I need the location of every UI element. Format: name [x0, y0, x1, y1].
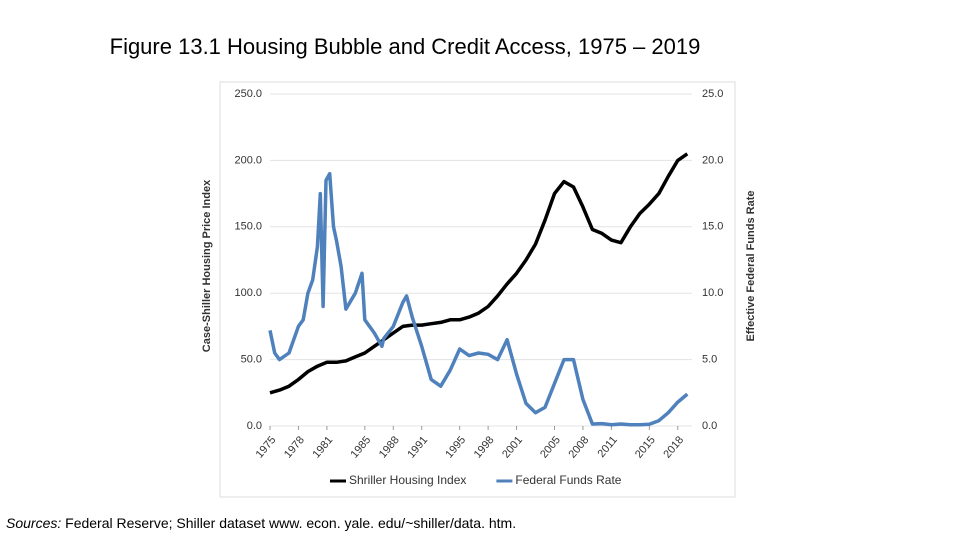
y2-tick-label: 5.0: [702, 354, 717, 366]
y2-tick-label: 25.0: [702, 88, 723, 100]
source-text: Federal Reserve; Shiller dataset www. ec…: [65, 515, 516, 531]
y-tick-label: 0.0: [247, 420, 262, 432]
series-line: [269, 152, 689, 395]
legend-label: Federal Funds Rate: [515, 473, 621, 487]
legend-label: Shriller Housing Index: [349, 473, 466, 487]
y-tick-label: 200.0: [234, 154, 262, 166]
y2-tick-label: 15.0: [702, 221, 723, 233]
y2-axis-label: Effective Federal Funds Rate: [745, 191, 757, 342]
y2-tick-label: 10.0: [702, 287, 723, 299]
y-tick-label: 100.0: [234, 287, 262, 299]
y2-tick-label: 20.0: [702, 154, 723, 166]
y-tick-label: 250.0: [234, 88, 262, 100]
source: Sources: Federal Reserve; Shiller datase…: [6, 515, 516, 531]
y2-tick-label: 0.0: [702, 420, 717, 432]
y-tick-label: 50.0: [241, 354, 262, 366]
series-line: [268, 171, 689, 427]
chart-title: Figure 13.1 Housing Bubble and Credit Ac…: [110, 34, 701, 59]
y-tick-label: 150.0: [234, 221, 262, 233]
source-label: Sources:: [6, 515, 61, 531]
y-axis-label: Case-Shiller Housing Price Index: [201, 179, 213, 352]
